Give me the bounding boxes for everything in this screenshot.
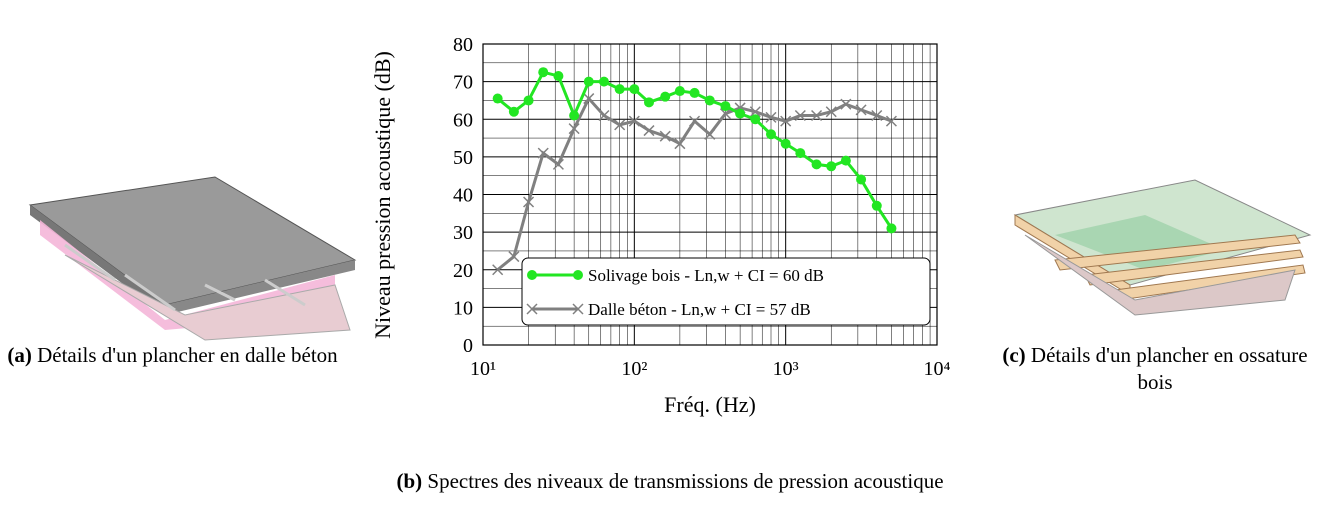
point: [766, 129, 777, 140]
floor-image-concrete: [28, 176, 357, 341]
point: [492, 93, 503, 104]
point: [552, 158, 564, 170]
y-tick-label: 60: [453, 109, 473, 131]
legend-symbol: [573, 270, 583, 280]
point: [523, 95, 534, 106]
point: [871, 109, 883, 122]
point: [886, 223, 897, 234]
caption-text: Détails d'un plancher en ossature bois: [1030, 343, 1308, 394]
y-tick-label: 0: [463, 335, 473, 357]
point: [614, 84, 625, 95]
caption-text: Détails d'un plancher en dalle béton: [37, 343, 338, 367]
point: [704, 128, 716, 140]
series-line: [496, 95, 892, 271]
point: [840, 98, 852, 110]
legend-marker: [526, 303, 584, 315]
point: [674, 138, 686, 150]
point: [856, 174, 867, 185]
point: [840, 155, 851, 166]
point: [614, 119, 626, 131]
point: [629, 84, 640, 95]
point: [780, 138, 791, 149]
point: [643, 125, 655, 137]
point: [885, 115, 897, 127]
point: [569, 110, 580, 121]
legend-label: Solivage bois - Ln,w + CI = 60 dB: [588, 266, 824, 285]
legend-symbol: [572, 303, 584, 315]
x-axis-label: Fréq. (Hz): [664, 392, 756, 417]
point: [826, 161, 837, 172]
point: [523, 196, 535, 208]
point: [811, 109, 823, 122]
y-tick-label: 40: [453, 185, 473, 207]
caption-c: (c) Détails d'un plancher en ossature bo…: [995, 342, 1315, 396]
point: [674, 86, 685, 97]
point: [508, 106, 519, 117]
point: [794, 109, 806, 122]
point: [583, 76, 594, 87]
point: [795, 148, 806, 159]
x-tick-label: 10³: [773, 358, 799, 380]
point: [628, 115, 640, 127]
point: [568, 123, 580, 135]
x-tick-label: 10¹: [470, 358, 496, 380]
point: [749, 106, 761, 118]
point: [780, 115, 792, 127]
point: [720, 101, 731, 112]
caption-label: (b): [396, 469, 423, 493]
point: [583, 93, 595, 105]
point: [492, 264, 504, 276]
y-tick-label: 70: [453, 72, 473, 94]
legend-box: [521, 257, 931, 326]
caption-label: (c): [1002, 343, 1026, 367]
y-tick-label: 10: [453, 297, 473, 319]
point: [598, 76, 609, 87]
caption-a: (a) Détails d'un plancher en dalle béton: [0, 342, 345, 369]
legend-label: Dalle béton - Ln,w + CI = 57 dB: [588, 300, 811, 319]
y-tick-label: 80: [453, 34, 473, 56]
point: [660, 91, 671, 102]
point: [750, 114, 761, 125]
point: [659, 130, 671, 142]
caption-b: (b) Spectres des niveaux de transmission…: [370, 468, 970, 495]
legend-marker: [527, 270, 583, 280]
point: [765, 111, 777, 123]
floor-image-wood: [1013, 179, 1312, 316]
y-tick-label: 50: [453, 147, 473, 169]
point: [538, 67, 549, 78]
point: [643, 97, 654, 108]
point: [855, 104, 867, 116]
point: [719, 108, 731, 120]
point: [537, 147, 549, 159]
x-tick-label: 10⁴: [924, 358, 951, 380]
caption-text: Spectres des niveaux de transmissions de…: [427, 469, 944, 493]
legend: Solivage bois - Ln,w + CI = 60 dB Dalle b…: [521, 257, 931, 326]
point: [508, 251, 520, 263]
point: [689, 87, 700, 98]
point: [553, 70, 564, 81]
legend-symbol: [526, 303, 538, 315]
point: [811, 159, 822, 170]
caption-label: (a): [7, 343, 32, 367]
point: [598, 109, 610, 122]
point: [825, 106, 837, 118]
legend-symbol: [527, 270, 537, 280]
point: [735, 108, 746, 119]
plot-frame: [482, 43, 938, 346]
point: [704, 95, 715, 106]
point: [871, 200, 882, 211]
x-tick-label: 10²: [621, 358, 647, 380]
y-tick-label: 30: [453, 222, 473, 244]
y-axis-label: Niveau pression acoustique (dB): [370, 51, 395, 339]
y-tick-label: 20: [453, 260, 473, 282]
point: [689, 115, 701, 127]
